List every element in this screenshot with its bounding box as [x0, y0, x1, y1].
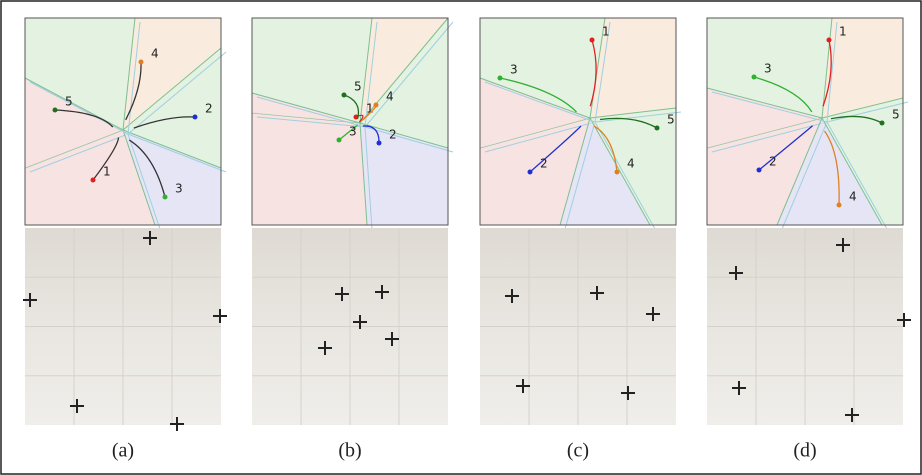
- robot-label: 2: [389, 128, 397, 142]
- robot-label: 3: [349, 125, 357, 139]
- robot: [757, 168, 762, 173]
- robot-label: 3: [764, 62, 772, 76]
- robot: [374, 103, 379, 108]
- panel: 1 2 3 4 5: [707, 18, 908, 229]
- robot-label: 5: [892, 108, 900, 122]
- robot: [880, 121, 885, 126]
- robot: [590, 38, 595, 43]
- robot: [752, 75, 757, 80]
- panel: 1 2 3 4 5: [480, 18, 681, 229]
- robot: [193, 115, 198, 120]
- robot-label: 2: [769, 155, 777, 169]
- figure: 1 2 3 4 5 (a) 1 2 3 4 5 (b) 1 2 3 4 5 (c) 1 2 3 4 5 (d): [0, 0, 922, 475]
- panel: 1 2 3 4 5: [25, 18, 226, 229]
- robot-label: 2: [540, 157, 548, 171]
- robot: [342, 93, 347, 98]
- figure-canvas: 1 2 3 4 5 (a) 1 2 3 4 5 (b) 1 2 3 4 5 (c) 1 2 3 4 5 (d): [0, 0, 922, 475]
- robot: [377, 141, 382, 146]
- panel: 12345: [252, 18, 453, 229]
- robot-label: 4: [627, 157, 635, 171]
- panel-caption: (a): [112, 440, 134, 462]
- panel-caption: (b): [338, 440, 361, 462]
- robot: [827, 38, 832, 43]
- panel-caption: (d): [793, 440, 816, 462]
- robot-label: 5: [354, 80, 362, 94]
- robot-label: 3: [510, 63, 518, 77]
- robot-label: 5: [65, 95, 73, 109]
- robot-label: 1: [103, 165, 111, 179]
- robot: [337, 138, 342, 143]
- robot: [139, 60, 144, 65]
- robot: [655, 126, 660, 131]
- robot: [615, 170, 620, 175]
- robot: [498, 76, 503, 81]
- robot-label: 1: [602, 25, 610, 39]
- robot: [837, 203, 842, 208]
- photo: [707, 228, 911, 425]
- photo: [23, 228, 227, 431]
- robot: [53, 108, 58, 113]
- photo: [252, 228, 448, 425]
- robot-label: 4: [386, 90, 394, 104]
- robot: [163, 195, 168, 200]
- robot: [91, 178, 96, 183]
- robot-label: 4: [151, 47, 159, 61]
- robot-label: 5: [667, 113, 675, 127]
- robot-label: 3: [175, 182, 183, 196]
- robot-label: 2: [205, 102, 213, 116]
- photo: [480, 228, 676, 425]
- robot: [528, 170, 533, 175]
- robot-label: 4: [849, 190, 857, 204]
- robot-label: 1: [839, 25, 847, 39]
- panel-caption: (c): [567, 440, 589, 462]
